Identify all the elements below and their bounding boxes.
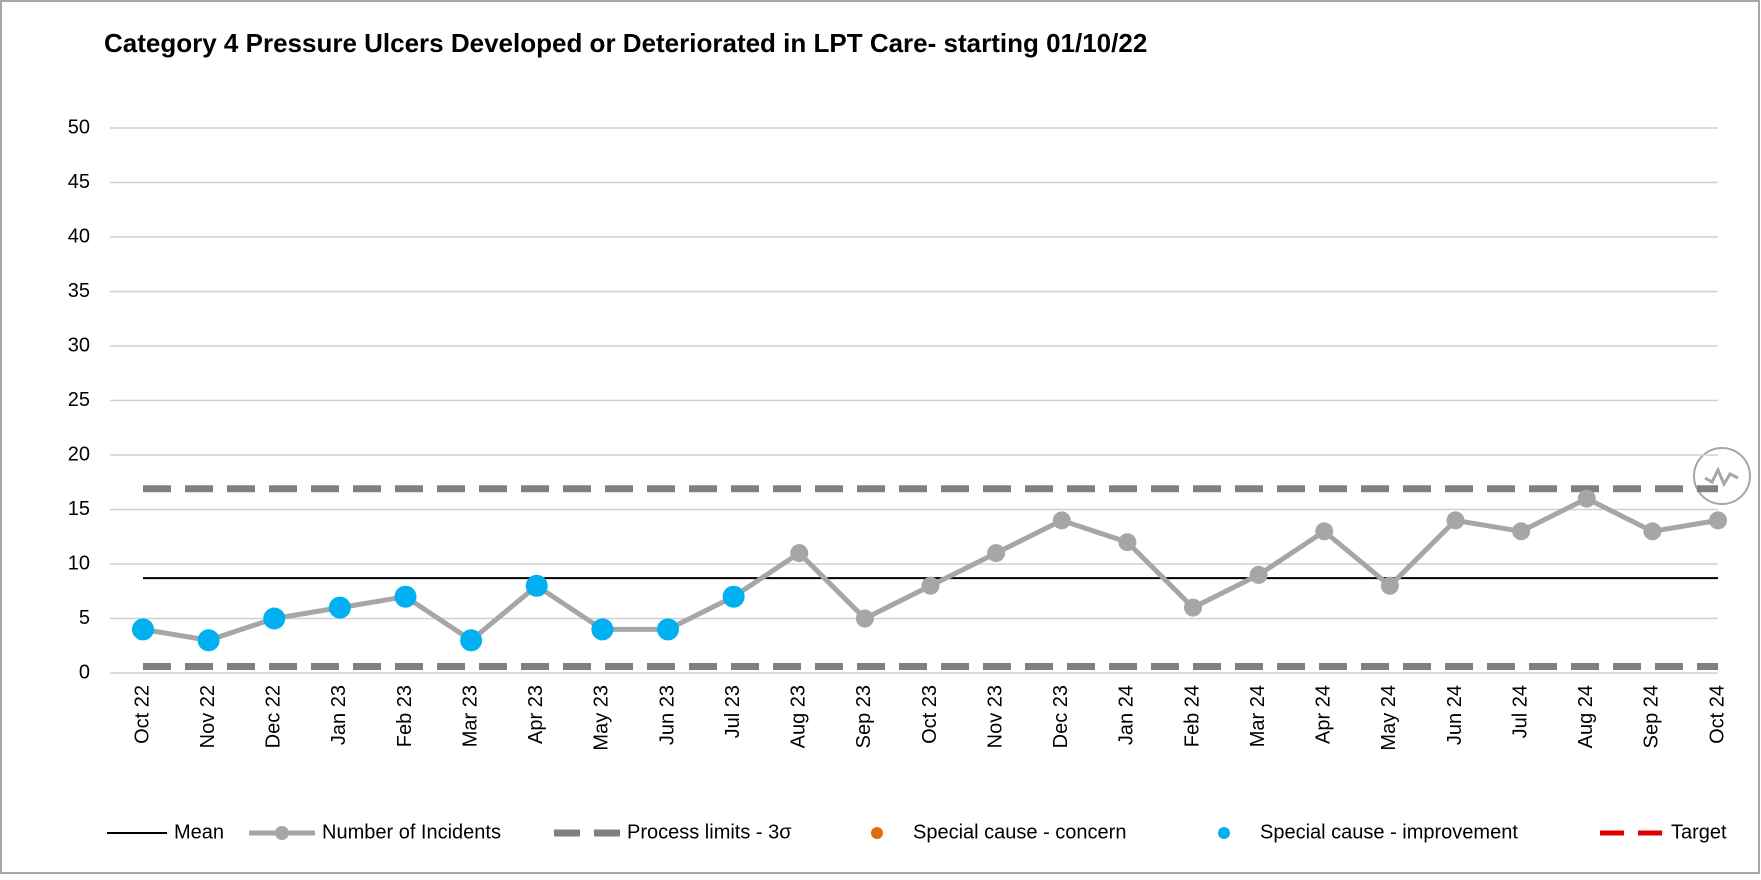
x-tick-label: Apr 23: [525, 685, 547, 744]
x-tick-label: Sep 24: [1641, 685, 1663, 748]
special-cause-marker: [132, 618, 154, 641]
incident-marker: [855, 609, 874, 628]
incident-marker: [790, 544, 809, 563]
x-tick-label: Apr 24: [1313, 685, 1335, 744]
chart-title: Category 4 Pressure Ulcers Developed or …: [104, 28, 1147, 58]
legend-symbol: [275, 826, 289, 840]
x-tick-label: Dec 23: [1050, 685, 1072, 748]
special-cause-marker: [328, 596, 351, 619]
incident-marker: [1118, 533, 1137, 552]
incident-marker: [1052, 511, 1071, 530]
x-tick-label: Nov 22: [197, 685, 219, 748]
incident-marker: [1709, 511, 1727, 530]
legend-label: Special cause - concern: [913, 821, 1126, 843]
y-tick-label: 20: [68, 443, 90, 465]
incident-marker: [1184, 598, 1202, 617]
x-tick-label: Aug 23: [788, 685, 810, 748]
x-tick-label: Feb 23: [394, 685, 416, 747]
incident-marker: [1577, 489, 1596, 508]
y-tick-label: 50: [68, 116, 90, 138]
special-cause-marker: [263, 607, 286, 630]
legend-symbol: [1218, 827, 1230, 839]
y-tick-label: 35: [68, 280, 90, 302]
special-cause-marker: [460, 629, 483, 652]
special-cause-marker: [657, 618, 679, 641]
special-cause-marker: [525, 574, 548, 597]
x-tick-label: Dec 22: [263, 685, 285, 748]
special-cause-marker: [722, 585, 745, 608]
y-tick-label: 0: [79, 661, 90, 683]
legend-symbol: [871, 827, 883, 839]
x-tick-label: Jul 23: [722, 685, 744, 738]
special-cause-marker: [197, 629, 220, 652]
x-tick-label: May 24: [1378, 685, 1400, 751]
x-tick-label: Sep 23: [853, 685, 875, 748]
incident-marker: [1512, 522, 1531, 541]
incident-marker: [1315, 522, 1334, 541]
y-tick-label: 15: [68, 498, 90, 520]
incident-marker: [987, 544, 1006, 563]
x-tick-label: May 23: [591, 685, 613, 751]
incident-marker: [921, 576, 940, 595]
x-tick-label: Oct 23: [919, 685, 941, 744]
legend-label: Target: [1671, 821, 1727, 843]
spc-icon: [1693, 447, 1751, 505]
y-tick-label: 5: [79, 607, 90, 629]
incident-marker: [1446, 511, 1465, 530]
x-tick-label: Oct 22: [131, 685, 153, 744]
x-tick-label: Jun 24: [1444, 685, 1466, 745]
x-tick-label: Mar 23: [459, 685, 481, 747]
x-tick-label: Jan 24: [1116, 685, 1138, 745]
x-tick-label: Jul 24: [1509, 685, 1531, 738]
x-tick-label: Aug 24: [1575, 685, 1597, 748]
y-tick-label: 30: [68, 334, 90, 356]
x-tick-label: Nov 23: [984, 685, 1006, 748]
incident-marker: [1643, 522, 1662, 541]
y-tick-label: 25: [68, 389, 90, 411]
x-tick-label: Jun 23: [656, 685, 678, 745]
x-tick-label: Mar 24: [1247, 685, 1269, 747]
legend-label: Process limits - 3σ: [627, 821, 792, 843]
legend-label: Number of Incidents: [322, 821, 501, 843]
x-tick-label: Oct 24: [1706, 685, 1728, 744]
y-tick-label: 40: [68, 225, 90, 247]
y-tick-label: 10: [68, 552, 90, 574]
x-tick-label: Feb 24: [1181, 685, 1203, 747]
x-tick-label: Jan 23: [328, 685, 350, 745]
legend-label: Mean: [174, 821, 224, 843]
special-cause-marker: [591, 618, 614, 641]
special-cause-marker: [394, 585, 417, 608]
y-tick-label: 45: [68, 171, 90, 193]
incident-marker: [1249, 565, 1268, 584]
legend-label: Special cause - improvement: [1260, 821, 1518, 843]
incident-marker: [1380, 576, 1399, 595]
